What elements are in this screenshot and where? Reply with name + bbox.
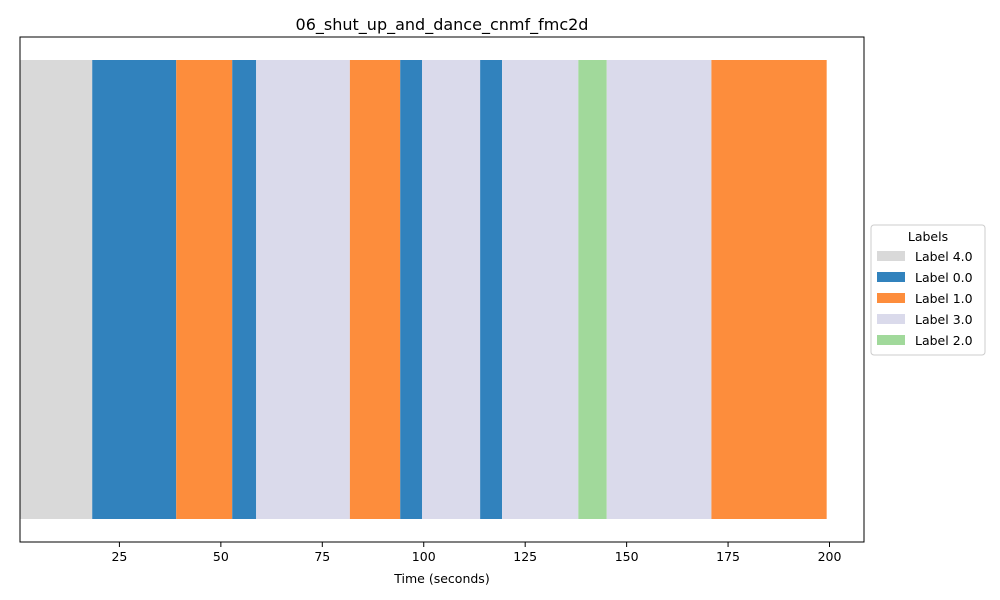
segment-bar-4 bbox=[256, 60, 350, 519]
segment-bar-6 bbox=[400, 60, 423, 519]
segment-bar-11 bbox=[606, 60, 712, 519]
segment-bar-10 bbox=[578, 60, 607, 519]
x-tick-label-175: 175 bbox=[716, 549, 740, 564]
x-tick-label-50: 50 bbox=[213, 549, 229, 564]
x-tick-label-200: 200 bbox=[818, 549, 842, 564]
x-tick-label-25: 25 bbox=[111, 549, 127, 564]
chart-title: 06_shut_up_and_dance_cnmf_fmc2d bbox=[296, 15, 589, 35]
x-tick-label-75: 75 bbox=[314, 549, 330, 564]
x-tick-label-125: 125 bbox=[513, 549, 537, 564]
segment-bar-9 bbox=[502, 60, 579, 519]
legend-swatch-4 bbox=[877, 335, 905, 345]
segment-bar-0 bbox=[20, 60, 93, 519]
legend-label-0: Label 4.0 bbox=[915, 249, 973, 264]
segment-bar-7 bbox=[422, 60, 481, 519]
legend-swatch-2 bbox=[877, 293, 905, 303]
legend-title: Labels bbox=[908, 229, 948, 244]
x-tick-label-100: 100 bbox=[412, 549, 436, 564]
segment-bar-1 bbox=[92, 60, 177, 519]
segment-bar-2 bbox=[176, 60, 233, 519]
segment-bar-3 bbox=[232, 60, 257, 519]
legend-entries: Label 4.0 Label 0.0 Label 1.0 Label 3.0 Labe… bbox=[877, 249, 973, 348]
segments-group bbox=[20, 60, 827, 519]
legend-label-4: Label 2.0 bbox=[915, 333, 973, 348]
x-axis-label: Time (seconds) bbox=[393, 571, 489, 586]
legend-label-1: Label 0.0 bbox=[915, 270, 973, 285]
legend-label-3: Label 3.0 bbox=[915, 312, 973, 327]
plot-frame bbox=[19, 36, 865, 543]
segment-bar-12 bbox=[711, 60, 827, 519]
x-axis-ticks: 25 50 75 100 125 150 175 200 bbox=[111, 542, 841, 564]
segment-bar-5 bbox=[349, 60, 401, 519]
x-tick-label-150: 150 bbox=[615, 549, 639, 564]
legend-swatch-0 bbox=[877, 251, 905, 261]
legend-label-2: Label 1.0 bbox=[915, 291, 973, 306]
legend-swatch-1 bbox=[877, 272, 905, 282]
legend-swatch-3 bbox=[877, 314, 905, 324]
segment-bar-8 bbox=[480, 60, 503, 519]
